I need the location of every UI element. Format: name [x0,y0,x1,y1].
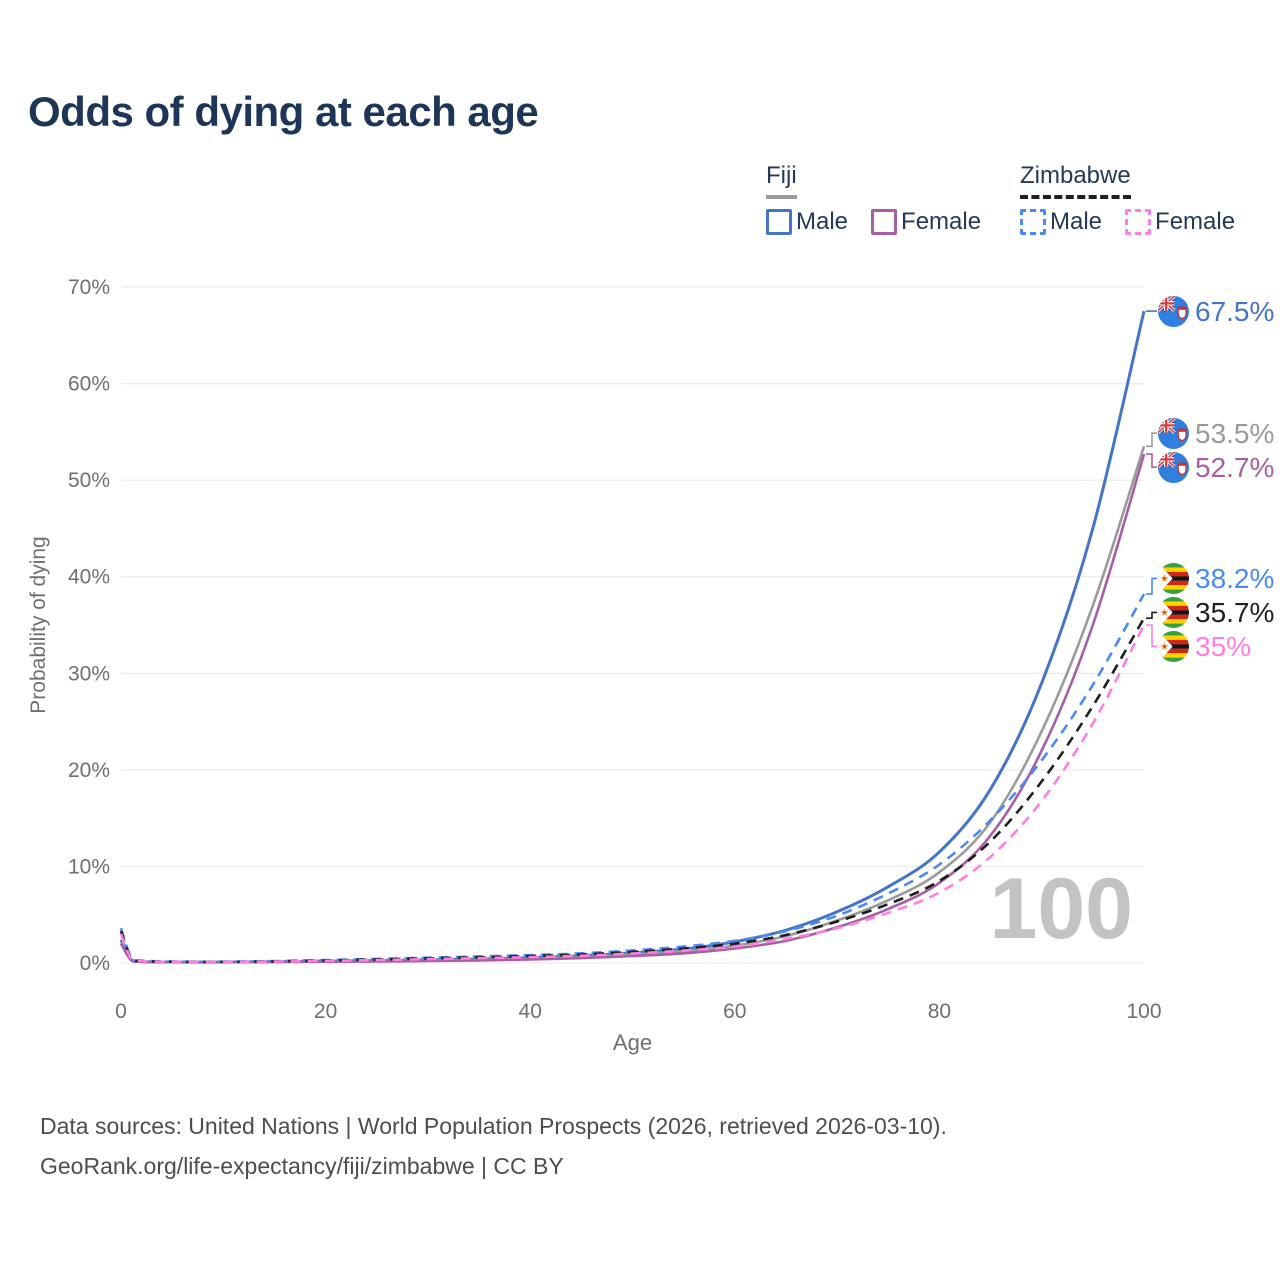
legend-item-fiji-female[interactable]: Female [871,208,981,236]
legend-group-fiji: Fiji Male Female [766,162,981,236]
legend-label-fiji-female: Female [901,208,982,235]
y-tick-label: 60% [68,373,110,396]
series-line-zimbabwe [119,617,1146,964]
legend-item-zimbabwe-male[interactable]: Male [1020,208,1102,236]
footer-attribution-link: GeoRank.org/life-expectancy/fiji/zimbabw… [40,1153,564,1179]
x-tick-label: 80 [928,1000,951,1023]
label-leader-zimbabwe [1146,611,1157,620]
y-tick-label: 70% [68,276,110,299]
y-tick-label: 20% [68,759,110,782]
legend-group-zimbabwe: Zimbabwe Male Female [1020,162,1235,236]
zimbabwe-male-swatch-icon [1020,209,1046,235]
legend-item-fiji-male[interactable]: Male [766,208,848,236]
x-tick-label: 40 [519,1000,542,1023]
legend-header-zimbabwe: Zimbabwe [1020,162,1131,199]
legend-label-zimbabwe-female: Female [1155,208,1236,235]
x-tick-label: 0 [115,1000,127,1023]
footer-data-sources: Data sources: United Nations | World Pop… [40,1113,947,1139]
legend-label-fiji-male: Male [796,208,849,235]
page-title: Odds of dying at each age [28,88,539,135]
label-leader-zimbabwe-male [1146,577,1157,595]
legend-label-zimbabwe-male: Male [1050,208,1103,235]
zimbabwe-female-swatch-icon [1125,209,1152,235]
series-line-zimbabwe-female [119,624,1146,964]
y-tick-label: 50% [68,469,110,492]
y-axis-title: Probability of dying [27,536,50,713]
x-tick-label: 100 [1126,1000,1161,1023]
y-tick-label: 30% [68,662,110,685]
x-tick-label: 20 [314,1000,337,1023]
y-tick-label: 0% [80,952,110,975]
y-tick-label: 40% [68,566,110,589]
label-leader-zimbabwe-female [1146,624,1157,648]
legend-item-zimbabwe-female[interactable]: Female [1125,208,1235,236]
age-watermark: 100 [989,861,1134,957]
label-leader-fiji [1146,432,1157,448]
legend-header-fiji: Fiji [766,162,797,199]
legend-items-zimbabwe: Male Female [1020,208,1235,236]
footer: Data sources: United Nations | World Pop… [40,1106,947,1186]
x-axis-title: Age [613,1030,652,1055]
label-leader-fiji-female [1146,453,1157,469]
fiji-male-swatch-icon [766,209,792,235]
y-tick-label: 10% [68,855,110,878]
legend-items-fiji: Male Female [766,208,981,236]
fiji-female-swatch-icon [871,209,898,235]
x-tick-label: 60 [723,1000,746,1023]
